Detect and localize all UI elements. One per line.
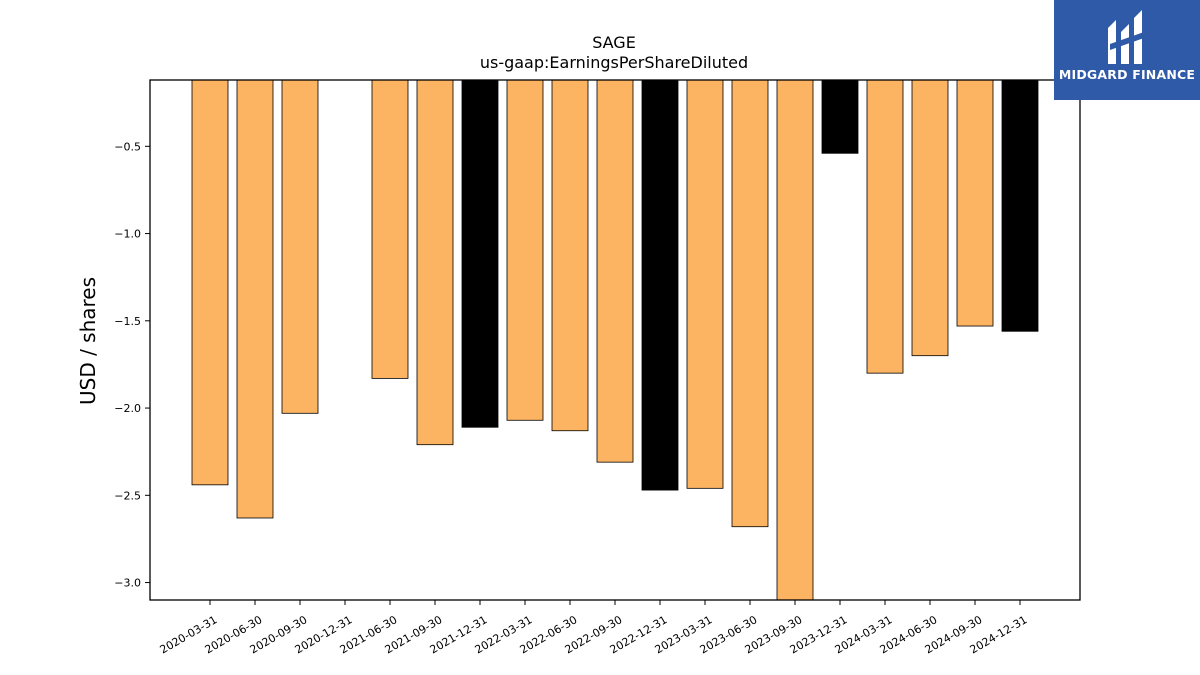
bar-2020-09-30 xyxy=(281,79,319,414)
bar-2023-12-31 xyxy=(821,79,859,154)
plot-frame xyxy=(149,79,1081,601)
y-tick-label: −3.0 xyxy=(114,577,141,590)
bar-2020-06-30 xyxy=(236,79,274,519)
y-tick-label: −1.5 xyxy=(114,315,141,328)
bars-group xyxy=(191,79,1039,601)
y-axis: −0.5 −1.0 −1.5 −2.0 −2.5 −3.0 xyxy=(114,140,150,590)
bar-2022-03-31 xyxy=(506,79,544,421)
bar-2024-03-31 xyxy=(866,79,904,374)
x-axis: 2020-03-312020-06-302020-09-302020-12-31… xyxy=(158,600,1030,656)
bar-2024-09-30 xyxy=(956,79,994,327)
chart-subtitle: us-gaap:EarningsPerShareDiluted xyxy=(480,53,748,72)
y-tick-label: −2.5 xyxy=(114,489,141,502)
bar-2024-12-31 xyxy=(1001,79,1039,332)
bar-2023-09-30 xyxy=(776,79,814,601)
bar-2024-06-30 xyxy=(911,79,949,357)
y-tick-label: −2.0 xyxy=(114,402,141,415)
y-tick-label: −1.0 xyxy=(114,228,141,241)
bar-2021-06-30 xyxy=(371,79,409,379)
bar-2022-12-31 xyxy=(641,79,679,491)
bar-2023-03-31 xyxy=(686,79,724,489)
midgard-logo-icon xyxy=(1108,10,1144,64)
bar-2022-09-30 xyxy=(596,79,634,463)
bar-2020-03-31 xyxy=(191,79,229,486)
bar-2021-09-30 xyxy=(416,79,454,446)
midgard-logo: MIDGARD FINANCE xyxy=(1054,0,1200,100)
bar-2022-06-30 xyxy=(551,79,589,432)
y-axis-label: USD / shares xyxy=(76,277,100,405)
bar-2023-06-30 xyxy=(731,79,769,528)
bar-2021-12-31 xyxy=(461,79,499,428)
y-tick-label: −0.5 xyxy=(114,140,141,153)
chart-title: SAGE xyxy=(592,33,636,52)
logo-text: MIDGARD FINANCE xyxy=(1058,67,1196,82)
